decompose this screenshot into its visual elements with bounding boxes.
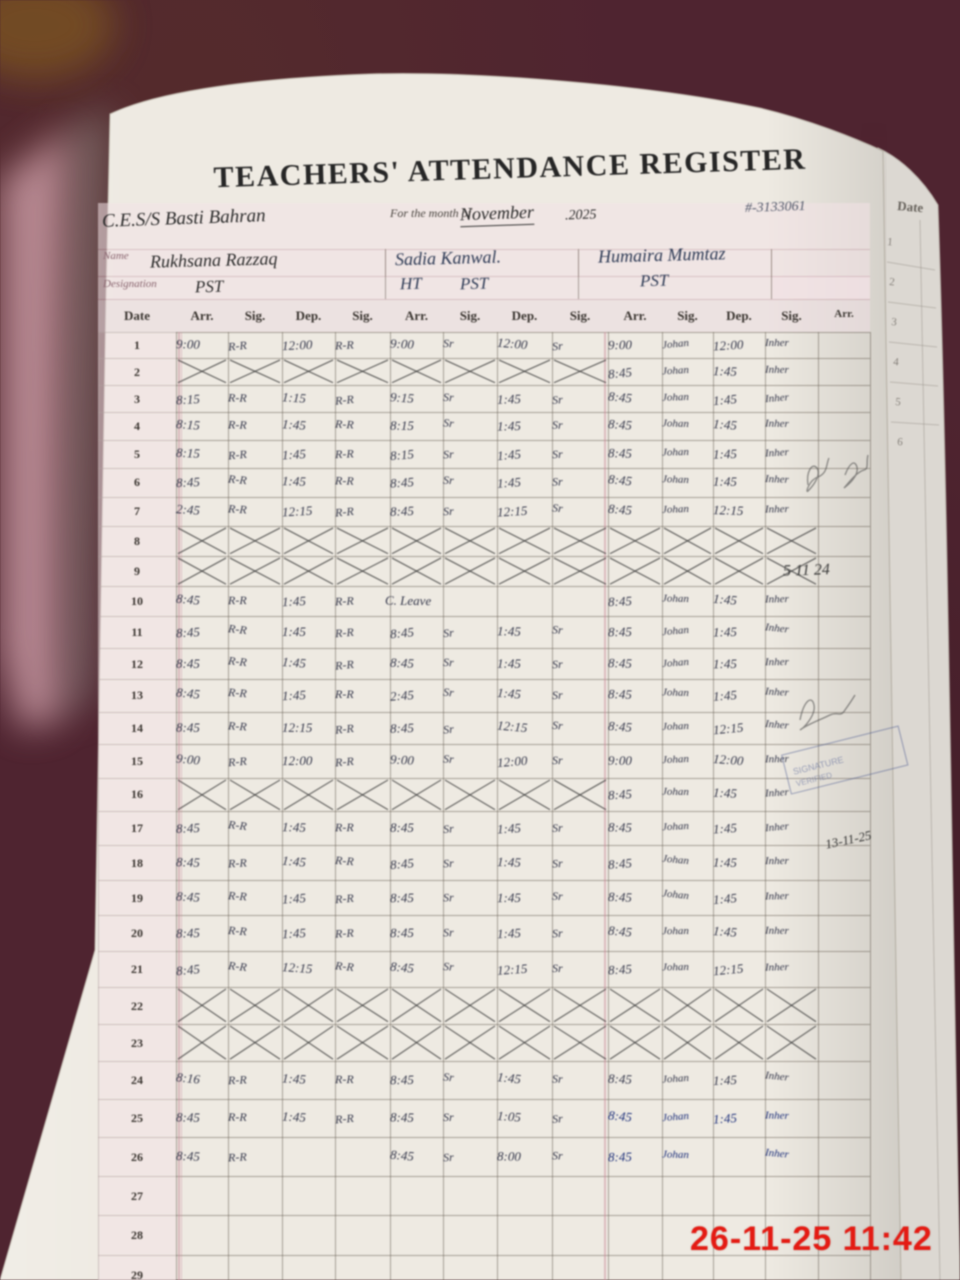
- svg-text:2: 2: [889, 276, 896, 288]
- svg-text:1: 1: [887, 236, 894, 248]
- svg-text:Date: Date: [897, 198, 924, 215]
